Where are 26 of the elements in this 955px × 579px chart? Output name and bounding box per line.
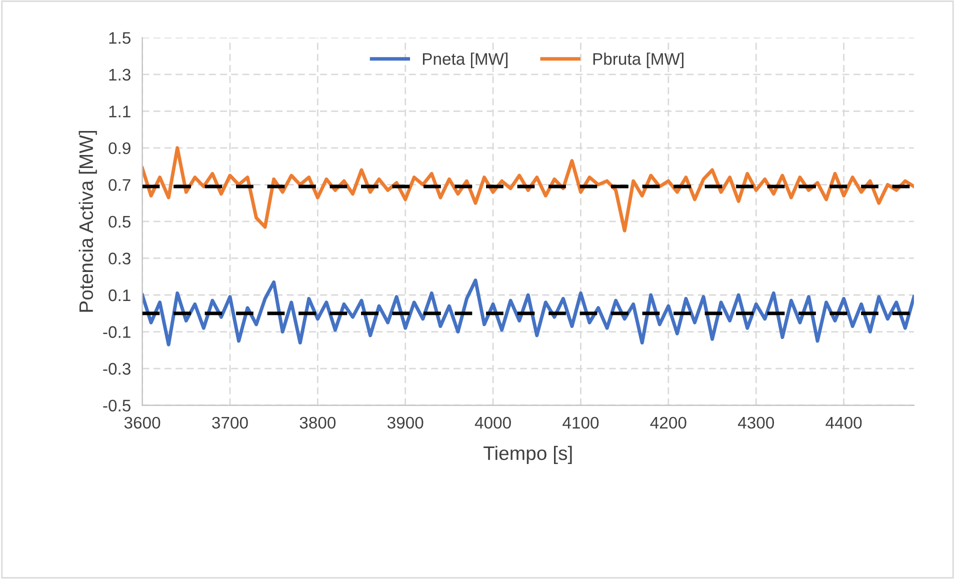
y-tick-label: 0.3 [108, 252, 130, 264]
x-tick-label: 3800 [300, 416, 336, 429]
y-tick-label: -0.5 [103, 400, 130, 412]
legend-label: Pneta [MW] [422, 52, 508, 68]
y-tick-label: -0.3 [103, 362, 130, 375]
y-tick-label: 0.5 [108, 216, 130, 228]
y-tick-label: 0.9 [108, 142, 130, 154]
y-tick-label: 1.5 [109, 32, 130, 44]
y-tick-label: -0.1 [103, 326, 130, 338]
x-tick-label: 4200 [650, 416, 686, 429]
y-tick-label: 0.7 [108, 179, 130, 191]
line-series [142, 146, 914, 232]
x-tick-label: 4100 [562, 416, 599, 429]
x-tick-label: 4400 [826, 416, 862, 429]
y-tick-label: 1.1 [109, 106, 130, 118]
x-tick-label: 4300 [738, 416, 774, 429]
legend-label: Pbruta [MW] [593, 52, 684, 68]
y-tick-label: 1.3 [109, 68, 130, 81]
x-axis-title: Tiempo [s] [484, 446, 572, 464]
line-series [142, 278, 914, 346]
y-axis-title: Potencia Activa [MW] [78, 130, 97, 312]
x-tick-label: 3900 [387, 416, 424, 429]
x-tick-label: 3600 [124, 416, 160, 429]
x-tick-label: 3700 [212, 416, 248, 429]
x-tick-label: 4000 [474, 416, 511, 429]
y-tick-label: 0.1 [108, 289, 130, 302]
